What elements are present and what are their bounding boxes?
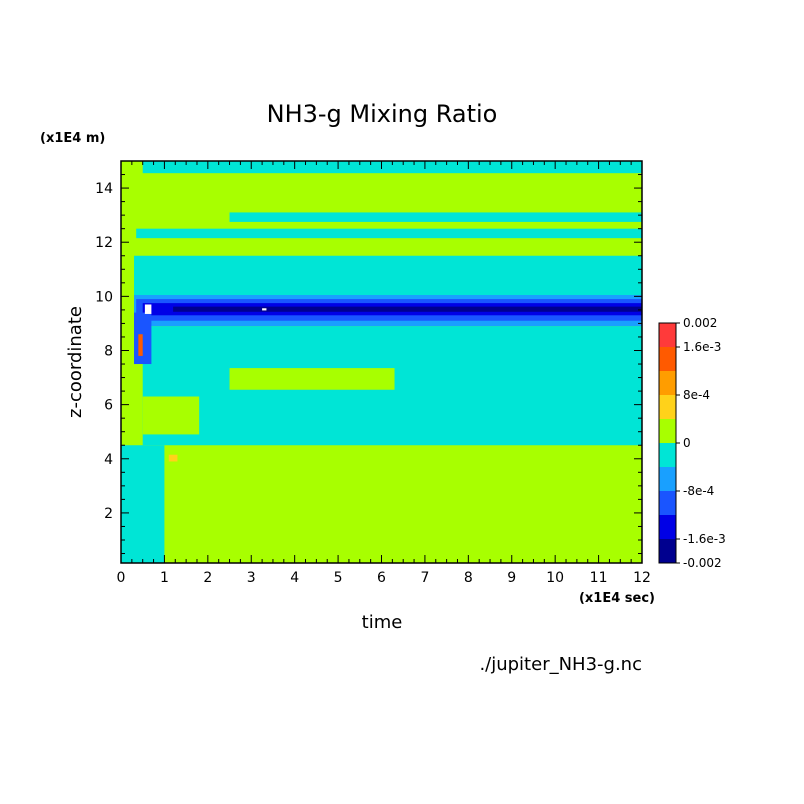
contour-island-green-5 — [142, 396, 200, 435]
contour-spot-white-9a — [144, 304, 152, 314]
x-tick-label: 7 — [420, 570, 429, 586]
x-tick-label: 1 — [160, 570, 169, 586]
colorbar-swatch — [659, 467, 676, 491]
source-file-label: ./jupiter_NH3-g.nc — [479, 654, 642, 675]
x-axis: 0 1 2 3 4 5 6 7 8 9 10 11 12 — [117, 161, 651, 586]
contour-spot-white-9b — [262, 308, 267, 311]
y-tick-label: 4 — [104, 452, 113, 468]
colorbar-swatch — [659, 395, 676, 419]
colorbar-swatch — [659, 515, 676, 539]
colorbar-swatch — [659, 347, 676, 371]
contour-regions — [121, 161, 643, 563]
x-tick-label: 9 — [507, 570, 516, 586]
colorbar-swatch — [659, 419, 676, 443]
x-scale-label: (x1E4 sec) — [579, 591, 655, 606]
contour-band-cyan-10 — [134, 255, 642, 295]
x-tick-label: 4 — [290, 570, 299, 586]
colorbar-swatch — [659, 323, 676, 347]
contour-band-cyan-13 — [229, 212, 642, 222]
x-tick-label: 11 — [590, 570, 608, 586]
chart-title: NH3-g Mixing Ratio — [267, 100, 498, 128]
colorbar-tick-label: 0 — [683, 436, 691, 450]
x-tick-label: 3 — [247, 570, 256, 586]
contour-band-cyan-14 — [142, 161, 643, 174]
x-tick-label: 5 — [334, 570, 343, 586]
y-tick-label: 6 — [104, 398, 113, 414]
x-tick-label: 8 — [464, 570, 473, 586]
y-axis-title: z-coordinate — [65, 306, 86, 418]
colorbar-tick-label: -1.6e-3 — [683, 532, 726, 546]
x-tick-label: 10 — [546, 570, 564, 586]
contour-spot-orange-4 — [168, 454, 178, 462]
y-tick-label: 14 — [95, 181, 113, 197]
contour-early-red-8 — [138, 334, 143, 356]
y-tick-label: 2 — [104, 506, 113, 522]
colorbar-tick-label: -0.002 — [683, 556, 722, 570]
colorbar-swatch — [659, 491, 676, 515]
contour-band-cyan-12 — [136, 228, 642, 239]
y-axis: 2 4 6 8 10 12 14 — [95, 174, 642, 555]
y-tick-label: 10 — [95, 289, 113, 305]
colorbar-tick-label: 1.6e-3 — [683, 340, 721, 354]
y-tick-label: 8 — [104, 343, 113, 359]
y-tick-label: 12 — [95, 235, 113, 251]
colorbar-swatch — [659, 539, 676, 563]
contour-island-green-7 — [229, 368, 395, 390]
x-tick-label: 6 — [377, 570, 386, 586]
x-tick-label: 2 — [203, 570, 212, 586]
colorbar-tick-label: 8e-4 — [683, 388, 710, 402]
x-axis-title: time — [362, 612, 403, 633]
colorbar-tick-label: -8e-4 — [683, 484, 714, 498]
colorbar-tick-label: 0.002 — [683, 316, 717, 330]
x-tick-label: 12 — [633, 570, 651, 586]
y-scale-label: (x1E4 m) — [40, 131, 105, 146]
colorbar: 0.002 1.6e-3 8e-4 0 -8e-4 -1.6e-3 -0.002 — [658, 316, 726, 570]
plot-area — [121, 161, 643, 563]
colorbar-swatch — [659, 443, 676, 467]
contour-band-navy-9 — [173, 306, 642, 312]
colorbar-swatch — [659, 371, 676, 395]
x-tick-label: 0 — [117, 570, 126, 586]
contour-early-cyan-wedge — [121, 445, 165, 563]
